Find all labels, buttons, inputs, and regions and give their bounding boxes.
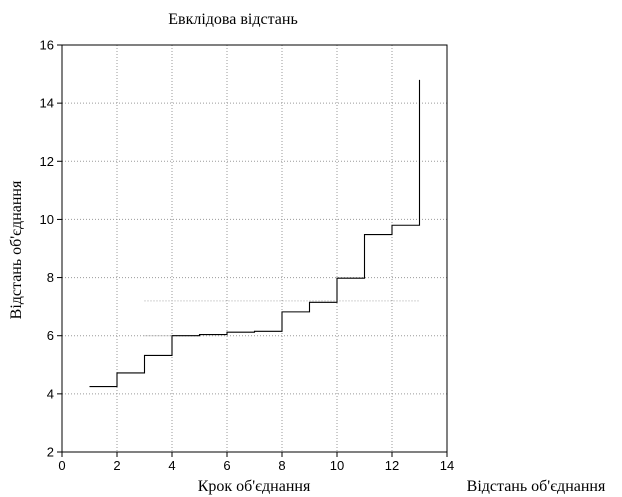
y-axis-label: Відстань об'єднання xyxy=(8,180,25,319)
data-point xyxy=(115,371,118,374)
legend-label: Відстань об'єднання xyxy=(467,478,606,495)
y-tick-label: 8 xyxy=(47,270,54,285)
chart-title: Евклідова відстань xyxy=(168,11,298,28)
y-tick-label: 10 xyxy=(40,212,54,227)
data-point xyxy=(225,331,228,334)
data-point xyxy=(198,333,201,336)
data-point xyxy=(418,78,421,81)
x-tick-label: 12 xyxy=(385,458,399,473)
plot-area-frame xyxy=(61,44,448,453)
x-axis-label: Крок об'єднання xyxy=(198,478,311,495)
series-step-line xyxy=(89,79,421,388)
y-tick-label: 4 xyxy=(47,386,54,401)
x-tick-label: 0 xyxy=(58,458,65,473)
x-tick-label: 4 xyxy=(168,458,175,473)
data-point xyxy=(88,385,91,388)
y-tick-label: 14 xyxy=(40,96,54,111)
annotation-layer xyxy=(144,300,420,337)
y-tick-label: 12 xyxy=(40,154,54,169)
data-point xyxy=(308,301,311,304)
data-point xyxy=(170,334,173,337)
y-tick-label: 6 xyxy=(47,328,54,343)
x-tick-label: 2 xyxy=(113,458,120,473)
y-tick-label: 16 xyxy=(40,38,54,53)
data-point xyxy=(253,330,256,333)
data-point xyxy=(363,233,366,236)
data-point xyxy=(143,354,146,357)
x-tick-label: 10 xyxy=(330,458,344,473)
x-tick-label: 6 xyxy=(223,458,230,473)
y-tick-label: 2 xyxy=(47,445,54,460)
data-point xyxy=(335,277,338,280)
data-point xyxy=(390,224,393,227)
grid-layer xyxy=(62,45,447,452)
x-tick-label: 8 xyxy=(278,458,285,473)
x-tick-label: 14 xyxy=(440,458,454,473)
plot-frame xyxy=(61,44,448,453)
data-point xyxy=(280,310,283,313)
series-layer xyxy=(88,78,421,388)
